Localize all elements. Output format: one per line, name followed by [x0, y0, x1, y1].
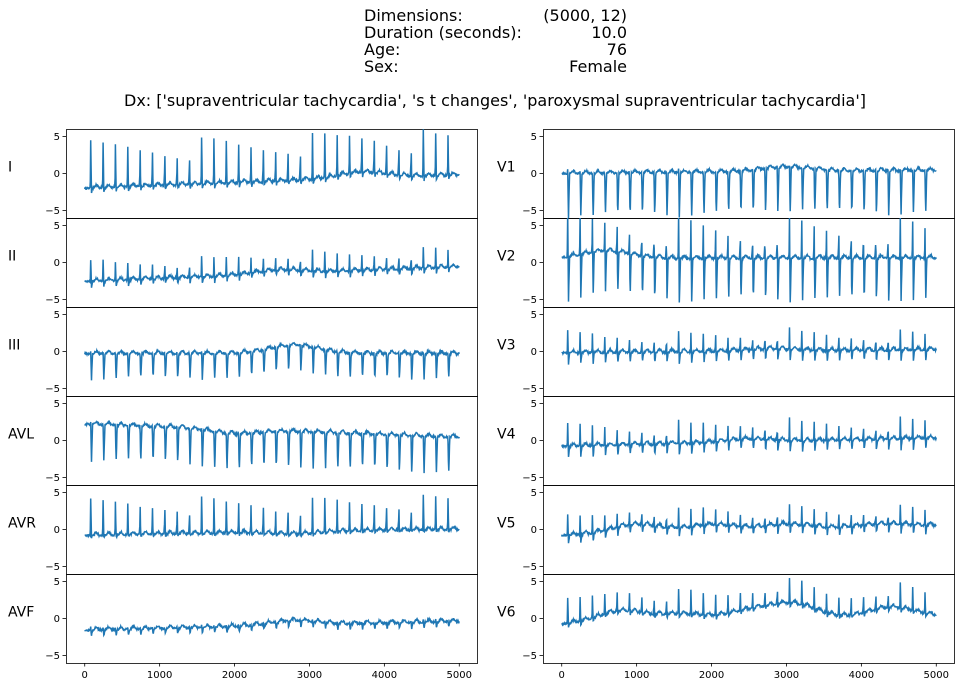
y-tick-label: 5	[54, 399, 60, 410]
y-tick-label: −5	[522, 295, 537, 306]
lead-label-v3: V3	[497, 338, 515, 354]
y-tick-label: −5	[45, 206, 60, 217]
ecg-trace-avf	[84, 616, 460, 638]
ecg-trace-v1	[561, 162, 937, 218]
lead-label-iii: III	[8, 338, 20, 354]
ecg-trace-v2	[561, 218, 937, 303]
lead-label-v6: V6	[497, 605, 516, 621]
y-tick-label: 0	[54, 525, 60, 536]
ecg-trace-iii	[83, 341, 460, 381]
sex-label: Sex:	[364, 57, 399, 76]
lead-label-ii: II	[8, 249, 16, 265]
lead-label-v5: V5	[497, 516, 515, 532]
sex-value: Female	[569, 57, 627, 76]
y-tick-label: −5	[522, 206, 537, 217]
y-tick-label: 5	[531, 310, 537, 321]
y-tick-label: 5	[531, 132, 537, 143]
y-tick-label: 0	[531, 436, 537, 447]
age-label: Age:	[364, 40, 401, 59]
lead-label-v1: V1	[497, 160, 515, 176]
y-tick-label: −5	[45, 562, 60, 573]
ecg-trace-v4	[561, 416, 938, 457]
y-tick-label: 0	[531, 347, 537, 358]
y-tick-label: 5	[531, 221, 537, 232]
x-tick-label: 5000	[447, 670, 472, 681]
x-tick-label: 1000	[147, 670, 172, 681]
y-tick-label: −5	[45, 384, 60, 395]
y-tick-label: 0	[54, 614, 60, 625]
dimensions-value: (5000, 12)	[543, 6, 627, 25]
duration-label: Duration (seconds):	[364, 23, 522, 42]
y-tick-label: 0	[54, 258, 60, 269]
y-tick-label: −5	[522, 473, 537, 484]
x-tick-label: 0	[82, 670, 88, 681]
x-tick-label: 0	[559, 670, 565, 681]
lead-label-avf: AVF	[8, 605, 34, 621]
y-tick-label: 5	[531, 577, 537, 588]
ecg-trace-avl	[84, 419, 460, 474]
ecg-trace-ii	[84, 247, 460, 288]
ecg-trace-i	[83, 129, 460, 194]
y-tick-label: 5	[54, 310, 60, 321]
y-tick-label: 0	[531, 614, 537, 625]
x-tick-label: 3000	[774, 670, 799, 681]
age-value: 76	[606, 40, 627, 59]
x-tick-label: 5000	[924, 670, 949, 681]
y-tick-label: 5	[531, 399, 537, 410]
y-tick-label: 0	[54, 169, 60, 180]
y-tick-label: −5	[522, 562, 537, 573]
y-tick-label: 5	[531, 488, 537, 499]
lead-label-v4: V4	[497, 427, 516, 443]
y-tick-label: −5	[45, 473, 60, 484]
x-tick-label: 4000	[849, 670, 874, 681]
panel-frame-avf	[66, 574, 478, 664]
y-tick-label: 0	[531, 258, 537, 269]
y-tick-label: 0	[531, 525, 537, 536]
x-tick-label: 2000	[222, 670, 247, 681]
lead-label-i: I	[8, 160, 12, 176]
y-tick-label: −5	[45, 651, 60, 662]
y-tick-label: −5	[45, 295, 60, 306]
y-tick-label: 5	[54, 488, 60, 499]
x-tick-label: 4000	[372, 670, 397, 681]
y-tick-label: 5	[54, 132, 60, 143]
ecg-trace-avr	[84, 494, 460, 540]
y-tick-label: −5	[522, 651, 537, 662]
dimensions-label: Dimensions:	[364, 6, 463, 25]
lead-label-avr: AVR	[8, 516, 36, 532]
y-tick-label: −5	[522, 384, 537, 395]
ecg-trace-v5	[560, 504, 937, 544]
lead-label-v2: V2	[497, 249, 515, 265]
y-tick-label: 5	[54, 577, 60, 588]
y-tick-label: 0	[54, 347, 60, 358]
y-tick-label: 0	[54, 436, 60, 447]
ecg-trace-v6	[561, 577, 937, 628]
duration-value: 10.0	[591, 23, 627, 42]
diagnosis-title: Dx: ['supraventricular tachycardia', 's …	[124, 91, 866, 110]
header: Dimensions: (5000, 12) Duration (seconds…	[0, 0, 963, 120]
lead-label-avl: AVL	[8, 427, 34, 443]
ecg-trace-v3	[561, 327, 938, 365]
panel-frame-v6	[543, 574, 955, 664]
y-tick-label: 0	[531, 169, 537, 180]
x-tick-label: 3000	[297, 670, 322, 681]
x-tick-label: 1000	[624, 670, 649, 681]
x-tick-label: 2000	[699, 670, 724, 681]
y-tick-label: 5	[54, 221, 60, 232]
